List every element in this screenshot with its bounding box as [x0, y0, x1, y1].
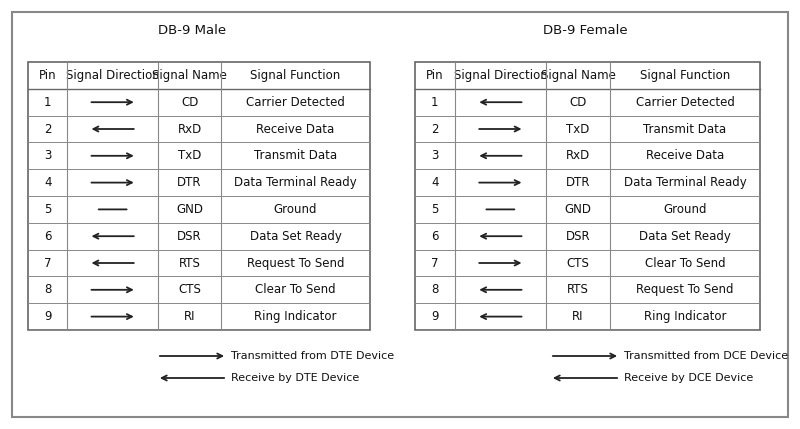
Text: Transmitted from DCE Device: Transmitted from DCE Device	[624, 351, 788, 361]
Text: 1: 1	[431, 96, 438, 109]
Text: Ground: Ground	[274, 203, 318, 216]
Text: Ring Indicator: Ring Indicator	[254, 310, 337, 323]
Text: 6: 6	[431, 230, 438, 243]
Text: Ring Indicator: Ring Indicator	[644, 310, 726, 323]
Text: 3: 3	[44, 149, 51, 162]
Text: RI: RI	[572, 310, 584, 323]
Text: 6: 6	[44, 230, 51, 243]
Text: Receive Data: Receive Data	[646, 149, 724, 162]
Text: 5: 5	[44, 203, 51, 216]
Text: CD: CD	[570, 96, 586, 109]
Text: DSR: DSR	[178, 230, 202, 243]
Text: Pin: Pin	[39, 69, 57, 82]
Text: Pin: Pin	[426, 69, 444, 82]
Text: Carrier Detected: Carrier Detected	[246, 96, 345, 109]
Text: TxD: TxD	[178, 149, 202, 162]
Text: Receive Data: Receive Data	[257, 123, 334, 136]
Text: 1: 1	[44, 96, 51, 109]
Text: Carrier Detected: Carrier Detected	[635, 96, 734, 109]
Text: Request To Send: Request To Send	[247, 257, 344, 269]
Text: Signal Direction: Signal Direction	[454, 69, 547, 82]
Text: CD: CD	[181, 96, 198, 109]
Text: 8: 8	[431, 283, 438, 296]
Text: Data Terminal Ready: Data Terminal Ready	[623, 176, 746, 189]
Text: Request To Send: Request To Send	[636, 283, 734, 296]
Text: Transmit Data: Transmit Data	[254, 149, 337, 162]
Text: DTR: DTR	[566, 176, 590, 189]
Text: RTS: RTS	[178, 257, 201, 269]
Text: Clear To Send: Clear To Send	[645, 257, 726, 269]
Text: Signal Function: Signal Function	[250, 69, 341, 82]
Text: RTS: RTS	[567, 283, 589, 296]
Text: 9: 9	[431, 310, 438, 323]
Text: 8: 8	[44, 283, 51, 296]
Text: Receive by DTE Device: Receive by DTE Device	[231, 373, 359, 383]
Text: Data Set Ready: Data Set Ready	[639, 230, 731, 243]
Text: 4: 4	[431, 176, 438, 189]
Text: DTR: DTR	[178, 176, 202, 189]
Text: 5: 5	[431, 203, 438, 216]
Text: DB-9 Male: DB-9 Male	[158, 24, 226, 36]
Text: 3: 3	[431, 149, 438, 162]
Text: RxD: RxD	[178, 123, 202, 136]
Text: TxD: TxD	[566, 123, 590, 136]
Text: Transmit Data: Transmit Data	[643, 123, 726, 136]
Text: Transmitted from DTE Device: Transmitted from DTE Device	[231, 351, 394, 361]
Text: CTS: CTS	[566, 257, 590, 269]
Text: RxD: RxD	[566, 149, 590, 162]
Text: Signal Name: Signal Name	[541, 69, 615, 82]
Text: Ground: Ground	[663, 203, 706, 216]
Text: Signal Name: Signal Name	[152, 69, 227, 82]
FancyBboxPatch shape	[415, 62, 760, 330]
Text: CTS: CTS	[178, 283, 201, 296]
Text: Data Terminal Ready: Data Terminal Ready	[234, 176, 357, 189]
Text: GND: GND	[176, 203, 203, 216]
Text: GND: GND	[565, 203, 591, 216]
Text: DSR: DSR	[566, 230, 590, 243]
FancyBboxPatch shape	[28, 62, 370, 330]
Text: 9: 9	[44, 310, 51, 323]
Text: Clear To Send: Clear To Send	[255, 283, 336, 296]
Text: Signal Function: Signal Function	[640, 69, 730, 82]
Text: 7: 7	[431, 257, 438, 269]
Text: 4: 4	[44, 176, 51, 189]
Text: Receive by DCE Device: Receive by DCE Device	[624, 373, 754, 383]
Text: 2: 2	[431, 123, 438, 136]
Text: Data Set Ready: Data Set Ready	[250, 230, 342, 243]
Text: 7: 7	[44, 257, 51, 269]
Text: 2: 2	[44, 123, 51, 136]
Text: RI: RI	[184, 310, 195, 323]
Text: DB-9 Female: DB-9 Female	[542, 24, 627, 36]
Text: Signal Direction: Signal Direction	[66, 69, 159, 82]
